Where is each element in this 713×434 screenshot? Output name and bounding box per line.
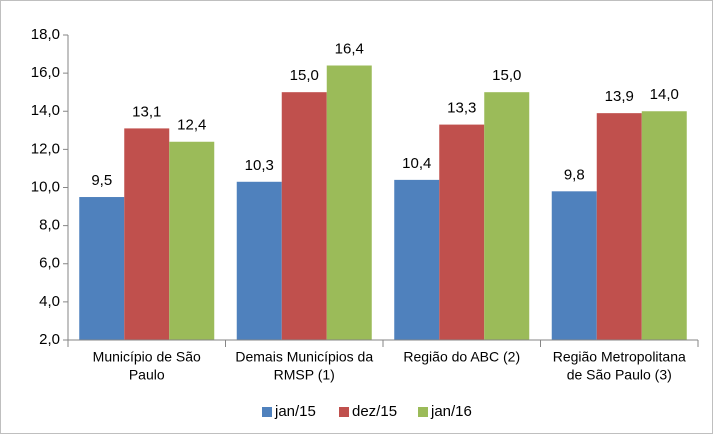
y-tick-label: 12,0: [31, 140, 60, 157]
bar: [326, 65, 372, 340]
data-label: 10,3: [245, 157, 274, 174]
legend-swatch: [339, 407, 349, 417]
y-tick-label: 4,0: [39, 293, 60, 310]
x-tick-label: Região do ABC (2): [403, 349, 520, 365]
y-tick-label: 8,0: [39, 217, 60, 234]
data-label: 10,4: [402, 155, 431, 172]
y-tick-label: 10,0: [31, 178, 60, 195]
data-label: 15,0: [492, 67, 521, 84]
x-tick-label: RMSP (1): [274, 367, 335, 383]
bar: [641, 111, 687, 340]
legend-swatch: [262, 407, 272, 417]
data-label: 14,0: [650, 86, 679, 103]
x-tick-label: Município de São: [93, 349, 201, 365]
data-label: 12,4: [177, 117, 206, 134]
data-label: 9,5: [91, 172, 112, 189]
x-tick-label: Região Metropolitana: [553, 349, 686, 365]
bar: [281, 92, 327, 340]
y-tick-label: 16,0: [31, 64, 60, 81]
bar: [551, 191, 597, 340]
bar: [484, 92, 530, 340]
data-label: 13,1: [132, 103, 161, 120]
legend-label: jan/16: [430, 403, 472, 420]
data-label: 13,9: [605, 88, 634, 105]
legend-swatch: [418, 407, 428, 417]
bar: [439, 124, 485, 340]
data-label: 13,3: [447, 100, 476, 117]
bar: [79, 197, 125, 340]
legend-label: jan/15: [274, 403, 316, 420]
x-tick-label: Paulo: [129, 367, 165, 383]
y-tick-label: 18,0: [31, 26, 60, 43]
legend-label: dez/15: [352, 403, 397, 420]
y-tick-label: 6,0: [39, 255, 60, 272]
bar: [236, 181, 282, 340]
bar: [394, 179, 440, 340]
bar: [596, 113, 642, 340]
x-tick-label: de São Paulo (3): [567, 367, 672, 383]
bar: [169, 141, 215, 340]
data-label: 9,8: [564, 166, 585, 183]
data-label: 16,4: [335, 40, 364, 57]
bar: [124, 128, 170, 340]
data-label: 15,0: [290, 67, 319, 84]
y-tick-label: 2,0: [39, 331, 60, 348]
x-tick-label: Demais Municípios da: [235, 349, 373, 365]
y-tick-label: 14,0: [31, 102, 60, 119]
